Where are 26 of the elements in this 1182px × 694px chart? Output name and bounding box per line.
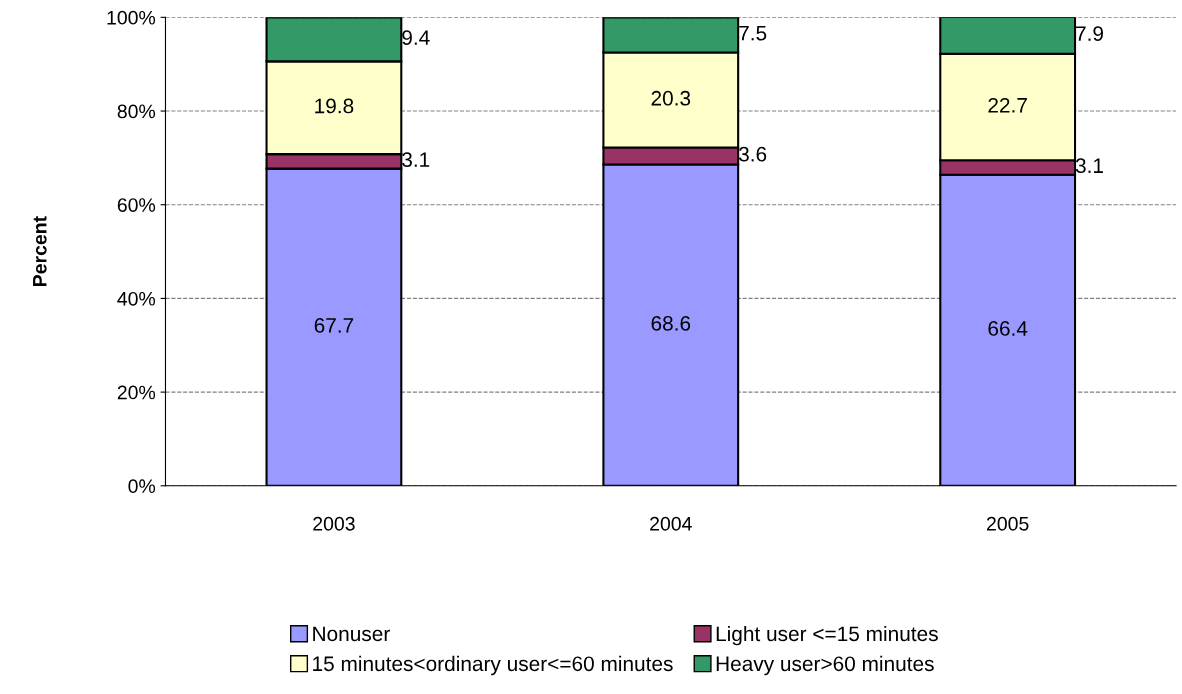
data-label: 68.6: [651, 315, 691, 331]
legend-label: Light user <=15 minutes: [716, 625, 938, 646]
data-label: 7.9: [1076, 26, 1103, 41]
data-label: 19.8: [315, 98, 354, 114]
data-label: 66.4: [988, 321, 1028, 336]
y-tick-label: 80%: [117, 104, 156, 119]
legend-label: 15 minutes<ordinary user<=60 minutes: [313, 655, 673, 676]
data-label: 3.1: [402, 152, 430, 167]
legend-label: Nonuser: [313, 626, 390, 642]
y-tick-label: 60%: [117, 198, 156, 212]
y-tick-label: 20%: [117, 385, 156, 400]
data-label: 9.4: [402, 30, 430, 45]
x-tick-label: 2004: [650, 516, 692, 531]
y-tick-label: 100%: [107, 10, 156, 25]
data-label: 22.7: [988, 97, 1027, 113]
y-tick-label: 0%: [128, 479, 156, 494]
legend-label: Heavy user>60 minutes: [716, 655, 934, 676]
data-label: 3.1: [1075, 158, 1103, 174]
data-label: 20.3: [651, 90, 691, 106]
data-label: 7.5: [739, 25, 767, 41]
x-tick-label: 2003: [313, 516, 355, 531]
x-tick-label: 2005: [987, 516, 1029, 531]
y-axis-title: Percent: [33, 216, 47, 286]
data-label: 3.6: [738, 146, 767, 162]
data-label: 67.7: [314, 318, 354, 333]
y-tick-label: 40%: [117, 291, 156, 306]
